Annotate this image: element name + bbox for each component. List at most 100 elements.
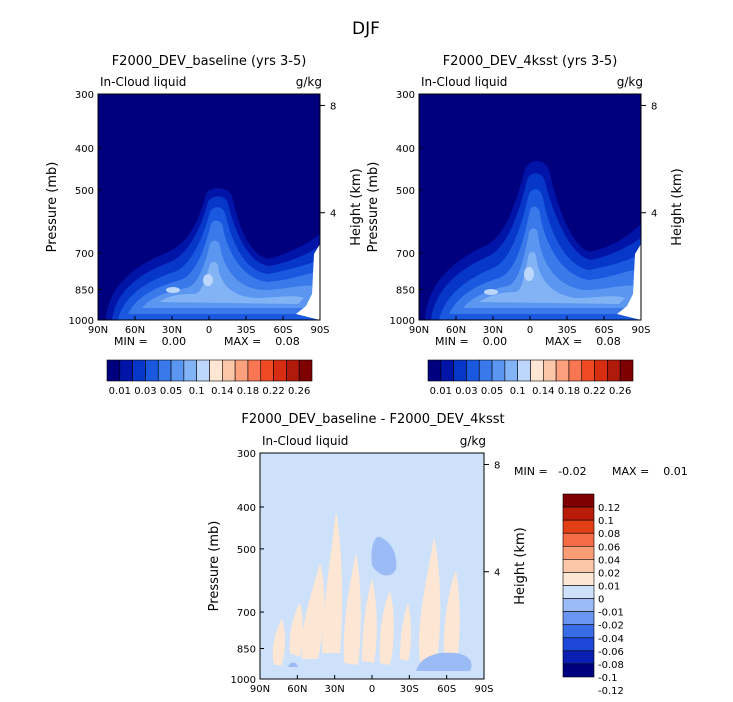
colorbar-label: 0.01 (109, 386, 131, 397)
height-tick-label: 4 (651, 209, 657, 220)
colorbar-swatch (170, 359, 185, 382)
y-tick-label: 700 (75, 249, 94, 260)
y-tick-label: 300 (396, 90, 415, 101)
max-label: MAX = 0.01 (612, 465, 688, 478)
colorbar-label: -0.08 (598, 660, 624, 671)
y-tick-label: 500 (396, 186, 415, 197)
right-axis-title: Height (km) (513, 527, 528, 604)
x-tick-label: 30S (557, 325, 576, 336)
colorbar-swatch (543, 359, 557, 382)
colorbar-label: -0.12 (598, 686, 624, 697)
x-tick-label: 90S (631, 325, 650, 336)
x-tick-label: 60S (594, 325, 613, 336)
negative-region-1 (371, 536, 397, 576)
colorbar-swatch (234, 359, 249, 382)
colorbar-swatch (504, 359, 518, 382)
colorbar-swatch (562, 506, 595, 521)
positive-region-10 (443, 571, 460, 665)
positive-region-9 (419, 537, 441, 665)
colorbar-swatch (562, 493, 595, 508)
x-tick-label: 90N (409, 325, 429, 336)
contour-max-1 (484, 289, 498, 295)
positive-region-6 (362, 579, 377, 663)
y-tick-label: 500 (75, 186, 94, 197)
colorbar-swatch (260, 359, 274, 382)
y-tick-label: 700 (396, 249, 415, 260)
contour-field (419, 94, 641, 320)
colorbar-label: 0.08 (598, 529, 620, 540)
x-tick-label: 60N (446, 325, 466, 336)
x-tick-label: 90N (250, 684, 270, 695)
colorbar-label: 0.04 (598, 555, 620, 566)
colorbar-label: 0.22 (262, 386, 284, 397)
x-tick-label: 0 (527, 325, 533, 336)
height-tick-label: 8 (494, 460, 500, 471)
colorbar-swatch (562, 532, 595, 547)
colorbar-label: 0.01 (430, 386, 452, 397)
missing-data-area (617, 244, 641, 320)
colorbar-label: 0.12 (598, 503, 620, 514)
min-label: MIN = -0.02 (514, 465, 587, 478)
colorbar-label: 0.1 (189, 386, 205, 397)
contour-max-2 (203, 274, 213, 286)
colorbar-label: 0 (598, 595, 604, 606)
right-axis-title: Height (km) (670, 168, 685, 245)
colorbar-swatch (298, 359, 313, 382)
contour-max-1 (166, 287, 180, 293)
min-label: MIN = 0.00 (114, 335, 186, 348)
y-tick-label: 500 (237, 545, 256, 556)
colorbar-swatch (568, 359, 583, 382)
colorbar-swatch (132, 359, 146, 382)
max-label: MAX = 0.08 (224, 335, 300, 348)
x-tick-label: 60S (273, 325, 292, 336)
contour-level-6 (479, 251, 625, 304)
colorbar-swatch (562, 650, 595, 665)
panel-title: F2000_DEV_baseline (yrs 3-5) (112, 54, 307, 69)
height-tick-label: 4 (330, 209, 336, 220)
units-label: g/kg (460, 434, 486, 448)
x-tick-label: 30S (236, 325, 255, 336)
x-tick-label: 90S (310, 325, 329, 336)
colorbar-swatch (286, 359, 300, 382)
positive-region-1 (272, 619, 285, 665)
colorbar-label: 0.18 (237, 386, 259, 397)
positive-region-3 (301, 563, 325, 659)
panel-4ksst: F2000_DEV_4ksst (yrs 3-5) In-Cloud liqui… (366, 54, 685, 397)
height-tick-label: 4 (494, 568, 500, 579)
y-tick-label: 850 (396, 285, 415, 296)
colorbar-label: 0.06 (598, 542, 620, 553)
colorbar-swatch (581, 359, 595, 382)
colorbar-swatch (530, 359, 544, 382)
colorbar-swatch (273, 359, 287, 382)
contour-level-5 (142, 240, 312, 308)
x-tick-label: 90S (474, 684, 493, 695)
colorbar-swatch (145, 359, 159, 382)
colorbar: 0.12 0.1 0.08 0.06 0.04 0.02 0.01 0 -0.01 -0.02 -0… (562, 493, 624, 697)
x-tick-label: 60S (437, 684, 456, 695)
variable-label: In-Cloud liquid (100, 75, 186, 89)
colorbar-swatch (222, 359, 236, 382)
x-tick-label: 0 (206, 325, 212, 336)
colorbar-label: -0.1 (598, 673, 618, 684)
y-tick-label: 1000 (390, 316, 415, 327)
x-tick-label: 30S (400, 684, 419, 695)
positive-region-4 (322, 511, 343, 653)
positive-region-5 (343, 553, 361, 665)
y-tick-label: 1000 (69, 316, 94, 327)
contour-field (98, 94, 320, 320)
panel-title: F2000_DEV_4ksst (yrs 3-5) (443, 54, 618, 69)
y-axis-title: Pressure (mb) (207, 521, 222, 612)
colorbar-swatch (562, 624, 595, 639)
height-tick-label: 8 (651, 101, 657, 112)
y-tick-label: 1000 (231, 675, 256, 686)
colorbar-label: 0.26 (288, 386, 310, 397)
panel-title: F2000_DEV_baseline - F2000_DEV_4ksst (241, 412, 504, 427)
colorbar: 0.01 0.03 0.05 0.1 0.14 0.18 0.22 0.26 (106, 359, 313, 397)
colorbar-label: 0.14 (532, 386, 554, 397)
colorbar-swatch (427, 359, 442, 382)
colorbar-swatch (562, 559, 595, 573)
negative-region-2 (416, 652, 472, 671)
colorbar-label: 0.03 (134, 386, 156, 397)
colorbar-swatch (562, 598, 595, 612)
y-axis-title: Pressure (mb) (45, 162, 60, 253)
